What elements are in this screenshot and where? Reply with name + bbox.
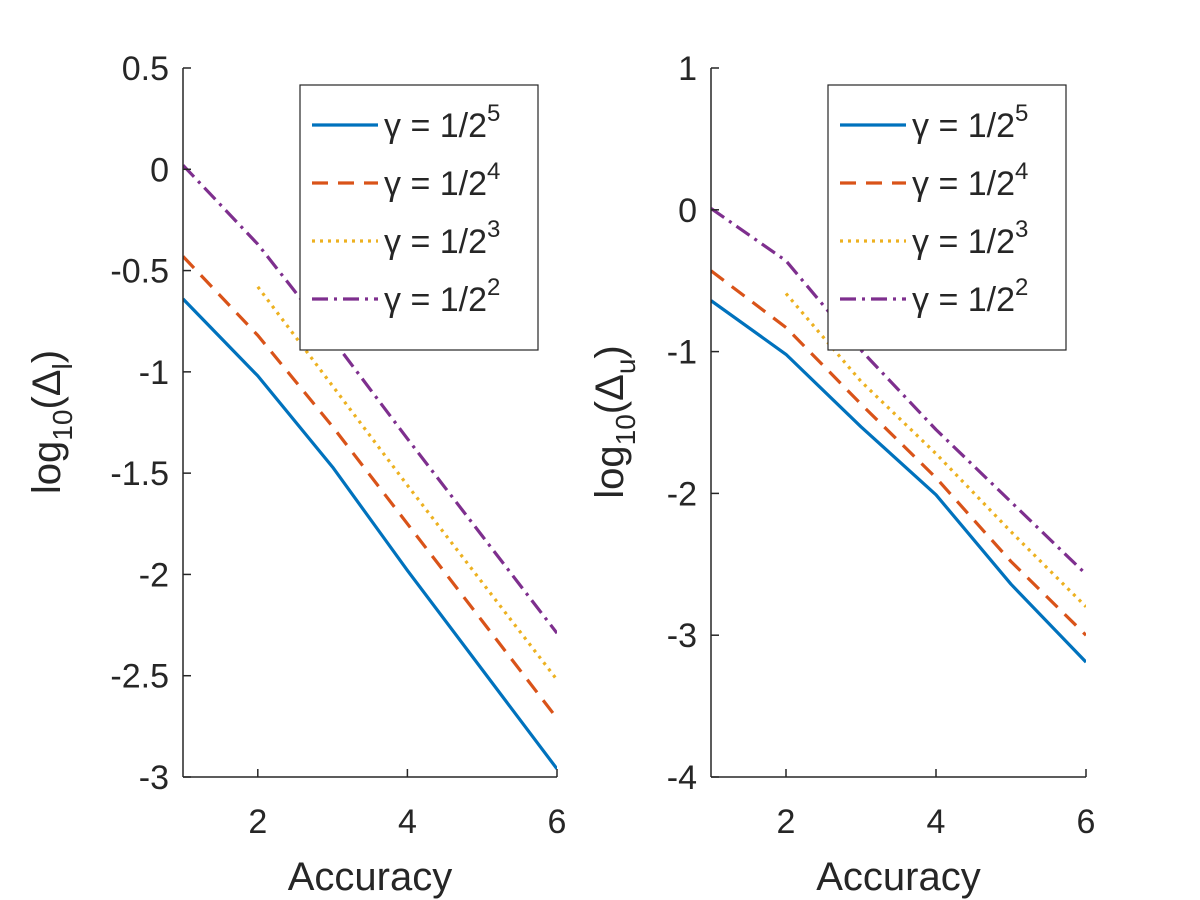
series-line-5: [711, 299, 1086, 664]
legend: γ = 1/25 γ = 1/24 γ = 1/23 γ = 1/22: [827, 84, 1067, 351]
y-axis-label: log10(Δl): [25, 350, 78, 494]
legend-label-5: γ = 1/25: [912, 100, 1028, 145]
series-line-4: [183, 255, 557, 720]
series-line-4: [711, 269, 1086, 637]
legend-label-4: γ = 1/24: [912, 158, 1028, 203]
legend-box: [827, 84, 1067, 351]
x-tick-label: 4: [398, 803, 417, 841]
y-tick-label: -1: [139, 354, 169, 392]
legend-label-2: γ = 1/22: [384, 274, 500, 319]
y-tick-label: -4: [667, 759, 697, 797]
y-tick-label: -3: [667, 617, 697, 655]
y-tick-label: 0: [150, 151, 169, 189]
legend-label-2: γ = 1/22: [912, 274, 1028, 319]
y-tick-label: -2: [139, 556, 169, 594]
legend-box: [299, 84, 539, 351]
y-axis-label: log10(Δu): [588, 345, 641, 499]
y-tick-label: -1.5: [110, 455, 169, 493]
y-tick-label: -0.5: [110, 253, 169, 291]
legend-label-5: γ = 1/25: [384, 100, 500, 145]
legend-label-3: γ = 1/23: [912, 216, 1028, 261]
y-tick-label: 1: [678, 50, 697, 88]
legend-label-3: γ = 1/23: [384, 216, 500, 261]
series-line-5: [183, 297, 557, 770]
x-tick-label: 4: [927, 803, 946, 841]
x-axis-label: Accuracy: [816, 855, 981, 899]
series-line-2: [711, 207, 1086, 576]
legend: γ = 1/25 γ = 1/24 γ = 1/23 γ = 1/22: [299, 84, 539, 351]
y-tick-label: -1: [667, 334, 697, 372]
y-tick-label: -2.5: [110, 658, 169, 696]
x-axis-label: Accuracy: [288, 855, 453, 899]
x-tick-label: 2: [248, 803, 267, 841]
y-tick-label: 0: [678, 192, 697, 230]
x-tick-label: 6: [1077, 803, 1096, 841]
series-line-3: [256, 285, 557, 681]
left-chart-panel: 0.5 0 -0.5 -1 -1.5 -2 -2.5 -3 2 4 6 Accuracy log10(Δ…: [25, 50, 566, 899]
y-tick-label: -3: [139, 759, 169, 797]
legend-label-4: γ = 1/24: [384, 158, 500, 203]
x-tick-label: 2: [777, 803, 796, 841]
x-tick-label: 6: [548, 803, 567, 841]
series-line-2: [183, 164, 557, 635]
y-tick-label: -2: [667, 475, 697, 513]
y-tick-label: 0.5: [122, 50, 169, 88]
